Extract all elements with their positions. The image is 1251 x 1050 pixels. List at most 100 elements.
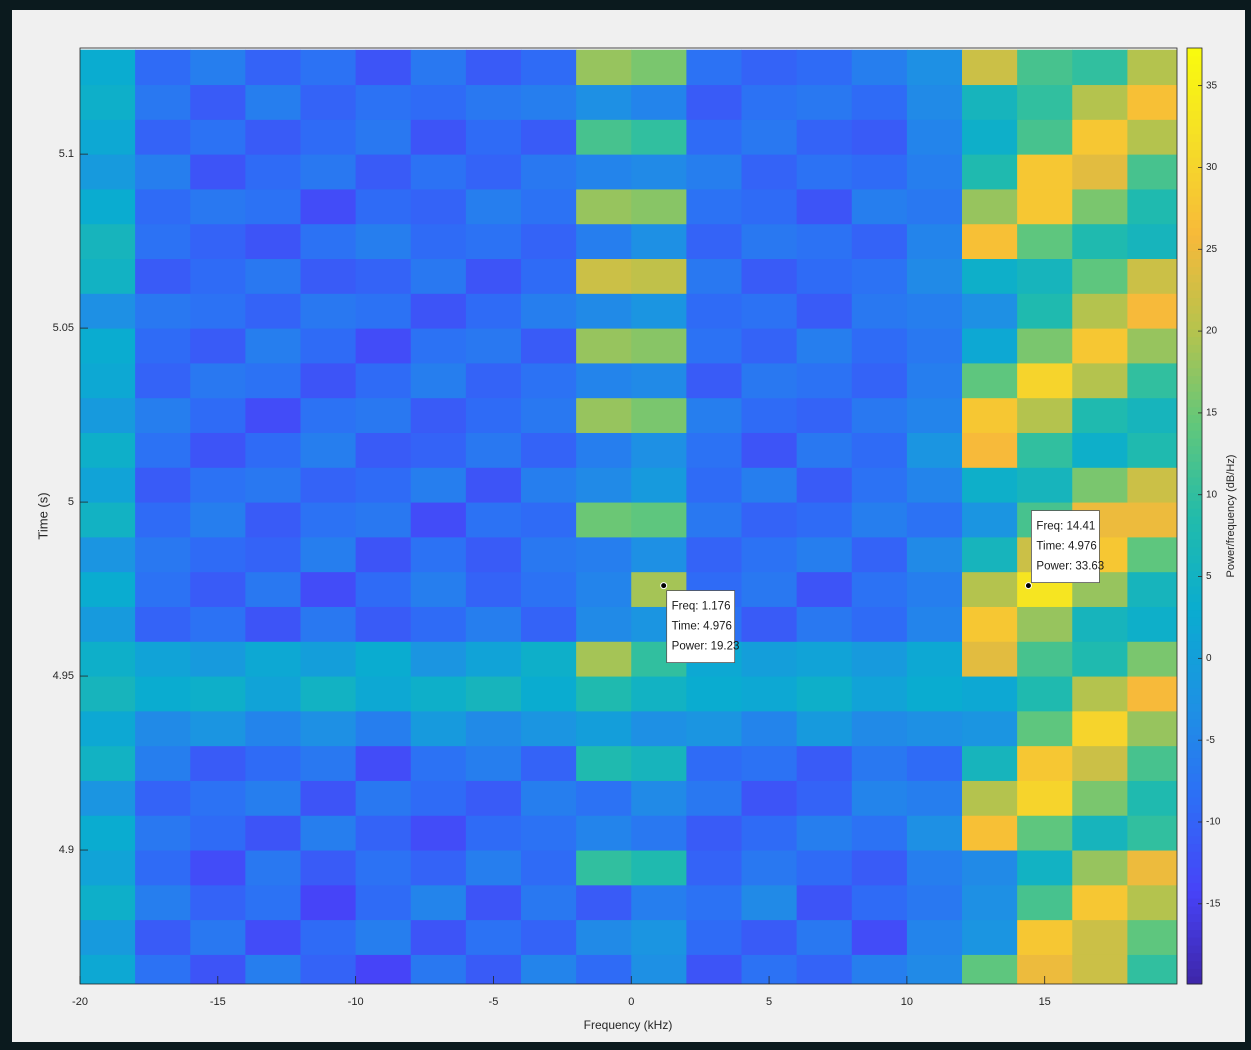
colorbar-swatch — [1187, 493, 1202, 501]
cell — [907, 398, 963, 433]
colorbar-swatch — [1187, 883, 1202, 891]
cell — [135, 711, 191, 746]
cell — [1017, 920, 1073, 955]
colorbar-swatch — [1187, 438, 1202, 446]
cell — [1127, 502, 1183, 537]
colorbar-swatch — [1187, 742, 1202, 750]
x-tick-label: 0 — [628, 996, 634, 1008]
cell — [301, 502, 357, 537]
cell — [190, 746, 246, 781]
cell — [190, 293, 246, 328]
cell — [1127, 50, 1183, 85]
colorbar-swatch — [1187, 656, 1202, 664]
cell — [80, 676, 136, 711]
cell — [521, 119, 577, 154]
cell — [190, 711, 246, 746]
cell — [962, 189, 1018, 224]
datatip-text: Freq: 14.41 — [1036, 521, 1095, 533]
cell — [797, 467, 853, 502]
cell — [797, 502, 853, 537]
cell — [1127, 606, 1183, 641]
cell — [521, 432, 577, 467]
colorbar-swatch — [1187, 524, 1202, 532]
cell — [411, 432, 467, 467]
cell — [411, 119, 467, 154]
cell — [631, 885, 687, 920]
cell — [1017, 746, 1073, 781]
cell — [631, 259, 687, 294]
cell — [190, 954, 246, 989]
cell — [411, 606, 467, 641]
cell — [797, 676, 853, 711]
cell — [80, 363, 136, 398]
cell — [301, 328, 357, 363]
cell — [190, 885, 246, 920]
cell — [356, 606, 412, 641]
cell — [576, 154, 632, 189]
cell — [245, 50, 301, 85]
colorbar-swatch — [1187, 165, 1202, 173]
cell — [135, 398, 191, 433]
cell — [797, 363, 853, 398]
cell — [301, 154, 357, 189]
cell — [135, 50, 191, 85]
cell — [1127, 467, 1183, 502]
cell — [852, 293, 908, 328]
cell — [962, 50, 1018, 85]
cell — [742, 711, 798, 746]
cell — [576, 50, 632, 85]
chart: Frequency (kHz) Time (s) Power/frequency… — [0, 0, 1251, 1050]
cell — [576, 572, 632, 607]
cell — [356, 815, 412, 850]
colorbar-swatch — [1187, 48, 1202, 56]
cell — [356, 467, 412, 502]
datatip-text: Freq: 1.176 — [672, 601, 731, 613]
cell — [521, 641, 577, 676]
cell — [797, 189, 853, 224]
cell — [135, 432, 191, 467]
cell — [411, 572, 467, 607]
cell — [135, 572, 191, 607]
cell — [245, 119, 301, 154]
cell — [521, 224, 577, 259]
cell — [576, 259, 632, 294]
cell — [631, 398, 687, 433]
cell — [797, 641, 853, 676]
cell — [80, 885, 136, 920]
colorbar-swatch — [1187, 586, 1202, 594]
cell — [1127, 328, 1183, 363]
cell — [466, 189, 522, 224]
cell — [245, 572, 301, 607]
cell — [852, 50, 908, 85]
cell — [190, 189, 246, 224]
colorbar-swatch — [1187, 867, 1202, 875]
cell — [576, 293, 632, 328]
cell — [1127, 920, 1183, 955]
cell — [80, 154, 136, 189]
cell — [962, 815, 1018, 850]
cell — [962, 398, 1018, 433]
cell — [80, 293, 136, 328]
cell — [852, 606, 908, 641]
colorbar-swatch — [1187, 103, 1202, 111]
cell — [301, 119, 357, 154]
colorbar-swatch — [1187, 953, 1202, 961]
cell — [576, 780, 632, 815]
cell — [962, 676, 1018, 711]
cell — [1017, 154, 1073, 189]
colorbar-swatch — [1187, 789, 1202, 797]
cell — [1072, 293, 1128, 328]
cell — [245, 154, 301, 189]
cell — [907, 259, 963, 294]
colorbar-swatch — [1187, 298, 1202, 306]
cell — [797, 432, 853, 467]
cell — [411, 954, 467, 989]
cell — [245, 711, 301, 746]
cell — [466, 572, 522, 607]
colorbar-tick-label: 30 — [1206, 162, 1218, 173]
cell — [1127, 154, 1183, 189]
cell — [135, 954, 191, 989]
y-tick-label: 5 — [68, 496, 74, 508]
cell — [466, 398, 522, 433]
colorbar-swatch — [1187, 415, 1202, 423]
